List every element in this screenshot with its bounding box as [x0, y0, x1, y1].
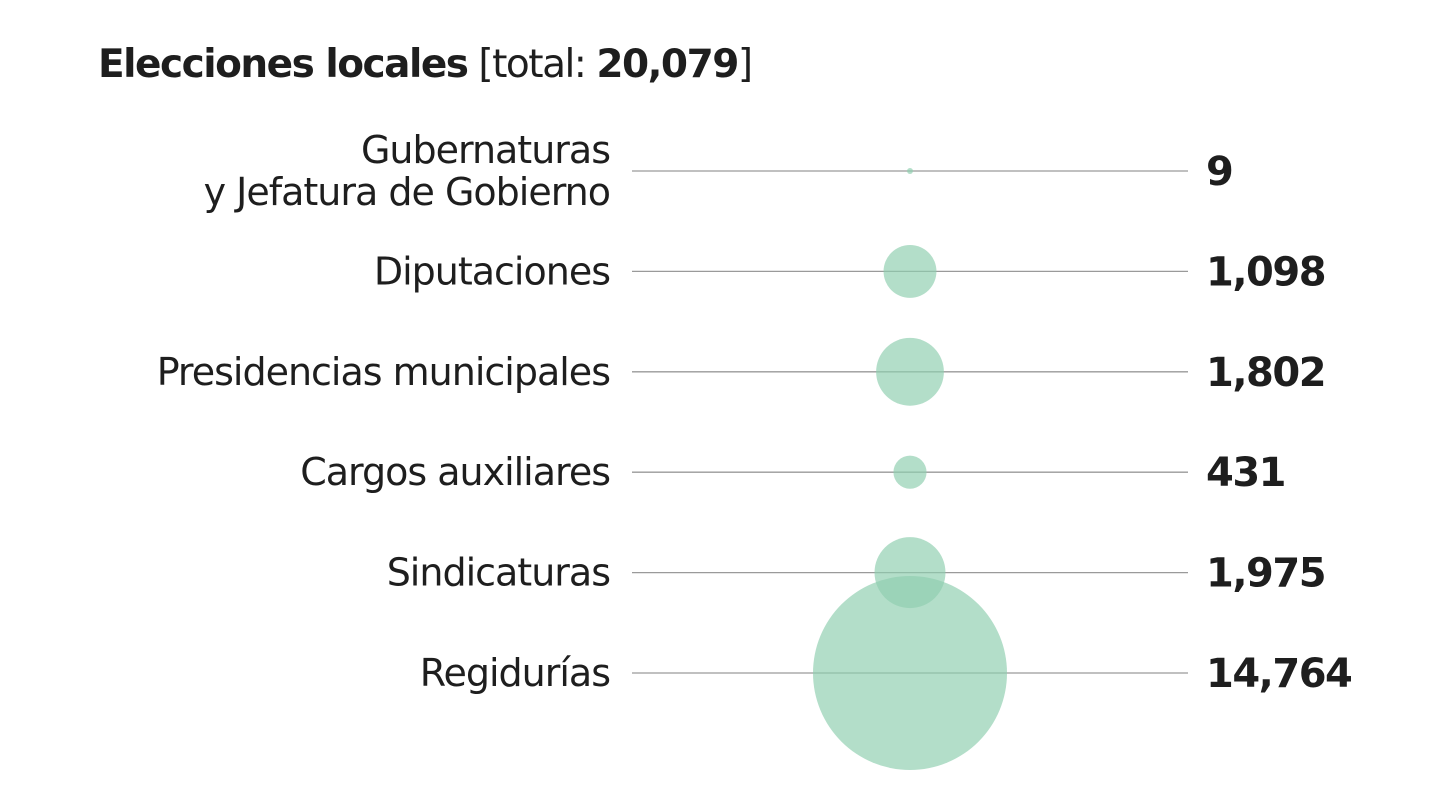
chart-title-main: Elecciones locales: [98, 42, 469, 87]
value-label-sindicaturas: 1,975: [1206, 551, 1325, 597]
bubble-presidencias-municipales: [876, 337, 944, 406]
value-label-presidencias-municipales: 1,802: [1206, 350, 1325, 396]
bubble-gubernaturas-y-jefatura-de-gobierno: [907, 168, 913, 174]
category-label-presidencias-municipales: Presidencias municipales: [157, 350, 610, 394]
chart-title-close: ]: [737, 42, 753, 87]
category-labels: Gubernaturas y Jefatura de Gobierno Diputa…: [157, 128, 611, 695]
value-labels: 9 1,098 1,802 431 1,975 14,764: [1206, 149, 1353, 697]
category-label-cargos-auxiliares: Cargos auxiliares: [300, 450, 610, 494]
chart-title: Elecciones locales [total: 20,079]: [98, 40, 753, 90]
category-label-gubernaturas-y-jefatura-de-gobierno: Gubernaturas y Jefatura de Gobierno: [204, 128, 610, 214]
chart-title-open: [total:: [478, 42, 597, 87]
category-label-sindicaturas: Sindicaturas: [387, 551, 610, 595]
bubble-regidurias: [813, 576, 1007, 770]
value-label-gubernaturas-y-jefatura-de-gobierno: 9: [1206, 149, 1232, 195]
value-label-cargos-auxiliares: 431: [1206, 450, 1285, 496]
value-label-diputaciones: 1,098: [1206, 249, 1325, 295]
bubble-cargos-auxiliares: [893, 455, 927, 489]
category-label-regidurias: Regidurías: [420, 651, 610, 695]
bubbles: [813, 168, 1007, 770]
category-label-diputaciones: Diputaciones: [374, 249, 610, 293]
bubble-diputaciones: [883, 244, 937, 298]
chart-title-total: 20,079: [596, 42, 739, 87]
value-label-regidurias: 14,764: [1206, 651, 1351, 697]
